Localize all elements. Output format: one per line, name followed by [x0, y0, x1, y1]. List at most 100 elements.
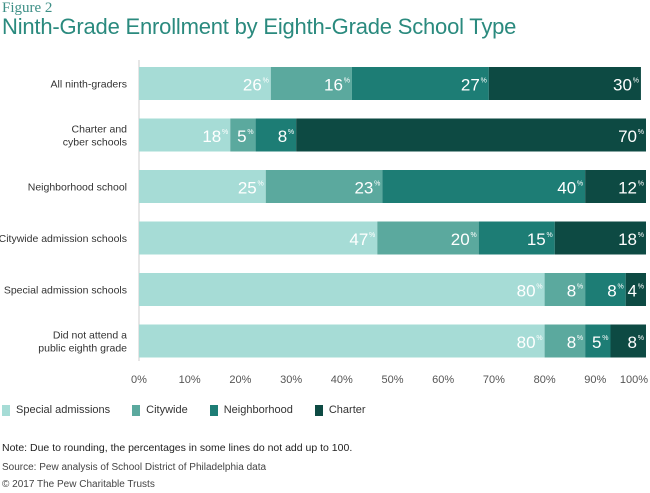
data-label-suffix: %: [633, 78, 639, 85]
category-label: Special admission schools: [4, 285, 127, 297]
data-label: 8: [567, 333, 576, 352]
bar-segment: [296, 118, 646, 152]
legend-item-citywide: Citywide: [132, 404, 188, 416]
x-tick-label: 30%: [280, 374, 302, 386]
data-label: 18: [618, 230, 637, 249]
data-label: 8: [278, 127, 287, 146]
data-label-suffix: %: [577, 335, 583, 342]
x-tick-label: 80%: [534, 374, 556, 386]
chart-title: Ninth-Grade Enrollment by Eighth-Grade S…: [2, 14, 517, 39]
legend-swatch: [209, 404, 218, 416]
legend-item-neighborhood: Neighborhood: [209, 404, 293, 416]
bar-segment: [230, 118, 256, 152]
bar-segment: [139, 170, 266, 203]
bar-segment: [139, 118, 231, 152]
data-label-suffix: %: [258, 181, 264, 188]
x-tick-label: 60%: [432, 374, 454, 386]
x-tick-label: 50%: [381, 374, 403, 386]
data-label-suffix: %: [638, 232, 644, 239]
data-label-suffix: %: [536, 335, 542, 342]
legend-swatch: [314, 404, 323, 416]
bar-segment: [610, 324, 646, 358]
data-label-suffix: %: [222, 129, 228, 136]
data-label-suffix: %: [288, 129, 294, 136]
data-label: 70: [618, 127, 637, 146]
data-label-suffix: %: [638, 335, 644, 342]
category-label: All ninth-graders: [51, 79, 127, 91]
copyright: © 2017 The Pew Charitable Trusts: [2, 479, 155, 490]
chart-source: Source: Pew analysis of School District …: [2, 462, 267, 473]
x-tick-label: 90%: [584, 374, 606, 386]
data-label-suffix: %: [344, 78, 350, 85]
bar-segment: [255, 118, 297, 152]
bar-segment: [139, 324, 545, 358]
stacked-bar-chart: All ninth-graders 26% 16% 27% 30 %Charter and…: [0, 60, 648, 386]
category-label: Did not attend a public eighth grade: [38, 330, 127, 355]
bar-segment: [488, 67, 641, 100]
bar-segment: [382, 170, 586, 203]
data-label-suffix: %: [638, 129, 644, 136]
bar-segment: [139, 273, 545, 306]
data-label: 18: [202, 127, 221, 146]
data-label-suffix: %: [247, 129, 253, 136]
x-tick-label: 20%: [229, 374, 251, 386]
legend-item-special-admissions: Special admissions: [2, 404, 110, 416]
data-label-suffix: %: [638, 181, 644, 188]
data-label-suffix: %: [547, 232, 553, 239]
x-tick-label: 40%: [331, 374, 353, 386]
data-label: 80: [517, 333, 536, 352]
data-label-suffix: %: [470, 232, 476, 239]
data-label: 40: [557, 179, 576, 198]
data-label: 12: [618, 179, 637, 198]
category-label: Neighborhood school: [28, 182, 127, 194]
legend-swatch: [132, 404, 141, 416]
data-label: 23: [354, 179, 373, 198]
data-label: 20: [451, 230, 470, 249]
data-label: 47: [349, 230, 368, 249]
bar-segment: [139, 67, 271, 100]
bar-segment: [544, 273, 586, 306]
chart-legend: Special admissions Citywide Neighborhood…: [2, 404, 388, 416]
data-label-suffix: %: [577, 284, 583, 291]
data-label: 25: [238, 179, 257, 198]
data-label-suffix: %: [263, 78, 269, 85]
bar-segment: [585, 273, 626, 306]
x-tick-label: 100%: [620, 374, 648, 386]
bar-segment: [554, 221, 646, 255]
data-label-suffix: %: [369, 232, 375, 239]
data-label-suffix: %: [617, 284, 623, 291]
legend-label: Citywide: [146, 404, 188, 416]
bar-segment: [270, 67, 352, 100]
bar-segment: [478, 221, 555, 255]
legend-item-charter: Charter: [314, 404, 366, 416]
data-label: 8: [628, 333, 637, 352]
x-tick-label: 70%: [483, 374, 505, 386]
legend-label: Neighborhood: [223, 404, 293, 416]
bar-segment: [351, 67, 489, 100]
data-label-suffix: %: [481, 78, 487, 85]
x-tick-label: 0%: [131, 374, 147, 386]
x-tick-label: 10%: [179, 374, 201, 386]
legend-label: Special admissions: [16, 404, 111, 416]
data-label-suffix: %: [638, 284, 644, 291]
category-label: Charter and cyber schools: [63, 124, 127, 149]
bar-segment: [544, 324, 586, 358]
category-label: Citywide admission schools: [0, 233, 127, 245]
data-label-suffix: %: [577, 181, 583, 188]
legend-swatch: [2, 404, 10, 416]
data-label: 27: [461, 76, 480, 95]
data-label: 16: [324, 76, 343, 95]
chart-note: Note: Due to rounding, the percentages i…: [2, 442, 353, 454]
data-label: 8: [567, 282, 576, 301]
data-label: 80: [517, 282, 536, 301]
figure-label: Figure 2: [2, 0, 53, 16]
data-label: 5: [237, 127, 246, 146]
data-label: 5: [592, 333, 601, 352]
data-label: 8: [607, 282, 616, 301]
bar-segment: [139, 221, 378, 255]
data-label-suffix: %: [536, 284, 542, 291]
data-label: 30: [613, 76, 632, 95]
data-label: 15: [527, 230, 546, 249]
bar-segment: [585, 170, 646, 203]
data-label-suffix: %: [602, 335, 608, 342]
